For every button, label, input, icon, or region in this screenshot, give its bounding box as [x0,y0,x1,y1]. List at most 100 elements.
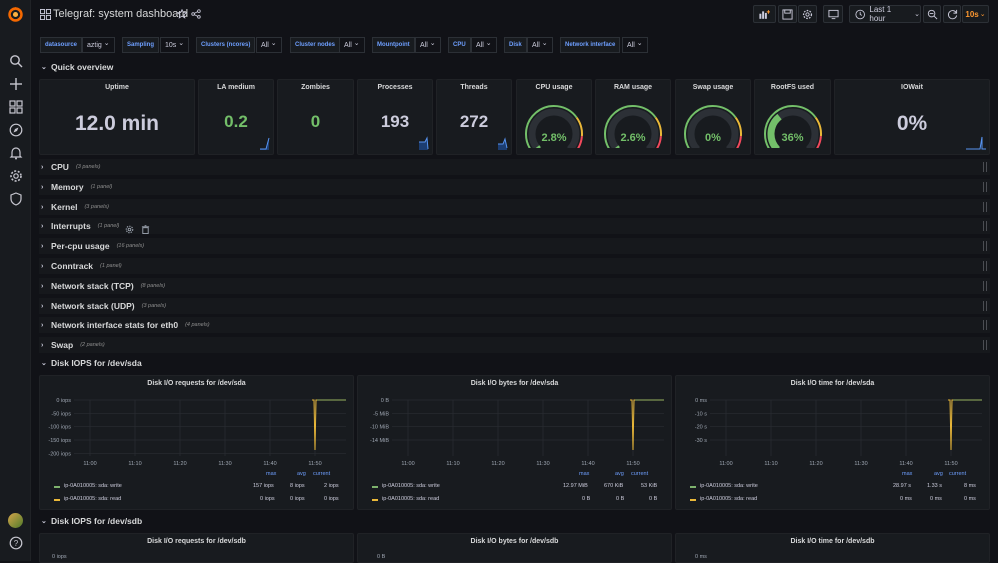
search-icon[interactable] [6,51,25,70]
configuration-gear-icon[interactable] [6,166,25,185]
legend-series-name[interactable]: ip-0A010005: sda: write [700,483,758,489]
graph-panel-sda-time[interactable]: Disk I/O time for /dev/sda 0 ms-10 s-20 … [675,375,990,510]
row-drag-handle[interactable] [983,340,988,350]
plus-icon[interactable] [6,74,25,93]
row-drag-handle[interactable] [983,261,988,271]
row-drag-handle[interactable] [983,162,988,172]
legend-series-name[interactable]: ip-0A010005: sda: read [64,496,121,502]
gauge-panel-swap-usage[interactable]: Swap usage 0% [675,79,751,155]
x-tick-label: 11:30 [854,461,867,467]
var-select-sampling[interactable]: 10s [160,37,189,53]
save-icon [782,9,793,20]
row-collapsed[interactable]: ›Interrupts(1 panel) [41,219,119,233]
var-select-mountpoint[interactable]: All [415,37,441,53]
row-disk-iops-sdb[interactable]: ⌄Disk IOPS for /dev/sdb [41,514,142,528]
row-drag-handle[interactable] [983,320,988,330]
row-delete-trash-icon[interactable] [141,221,150,230]
legend-series-name[interactable]: ip-0A010005: sda: write [64,483,122,489]
refresh-interval-picker[interactable]: 10s⌄ [962,5,989,23]
stat-panel-zombies[interactable]: Zombies 0 [277,79,354,155]
stat-panel-threads[interactable]: Threads 272 [436,79,512,155]
row-drag-handle[interactable] [983,221,988,231]
dashboards-icon[interactable] [6,97,25,116]
row-quick-overview[interactable]: ⌄Quick overview [41,60,113,74]
stat-panel-processes[interactable]: Processes 193 [357,79,433,155]
panel-title: RAM usage [596,84,670,91]
row-disk-iops-sda[interactable]: ⌄Disk IOPS for /dev/sda [41,356,142,370]
help-icon[interactable]: ? [6,533,25,552]
stat-panel-iowait[interactable]: IOWait 0% [834,79,990,155]
collapsed-row-bg [39,278,990,294]
legend-header-current[interactable]: current [631,471,648,477]
legend-header-current[interactable]: current [313,471,330,477]
gauge-panel-rootfs-used[interactable]: RootFS used 36% [754,79,831,155]
zoom-out-button[interactable] [923,5,941,23]
dashboard-title[interactable]: Telegraf: system dashboard [53,8,188,20]
share-icon[interactable] [191,9,201,19]
var-select-clusters[interactable]: All [256,37,282,53]
graph-panel-sda-requests[interactable]: Disk I/O requests for /dev/sda 0 iops-50… [39,375,354,510]
refresh-button[interactable] [943,5,961,23]
row-settings-gear-icon[interactable] [125,221,134,230]
row-collapsed[interactable]: ›Per-cpu usage(16 panels) [41,239,144,253]
row-collapsed[interactable]: ›Network stack (TCP)(8 panels) [41,279,165,293]
graph-panel-sda-bytes[interactable]: Disk I/O bytes for /dev/sda 0 B-5 MiB-10… [357,375,672,510]
row-drag-handle[interactable] [983,182,988,192]
stat-value: 193 [358,112,432,132]
grafana-logo-icon[interactable] [6,5,25,24]
alerting-bell-icon[interactable] [6,143,25,162]
row-collapsed[interactable]: ›Conntrack(1 panel) [41,259,122,273]
star-icon[interactable] [177,9,187,19]
add-panel-button[interactable] [753,5,776,23]
legend-header-current[interactable]: current [949,471,966,477]
stat-panel-la-medium[interactable]: LA medium 0.2 [198,79,274,155]
stat-panel-uptime[interactable]: Uptime 12.0 min [39,79,195,155]
row-panel-count: (3 panels) [142,303,166,309]
legend-header-avg[interactable]: avg [934,471,943,477]
var-select-network-interface[interactable]: All [622,37,648,53]
row-drag-handle[interactable] [983,241,988,251]
legend-header-max[interactable]: max [902,471,912,477]
graph-panel-sdb-requests[interactable]: Disk I/O requests for /dev/sdb 0 iops [39,533,354,563]
row-drag-handle[interactable] [983,301,988,311]
legend-series-name[interactable]: ip-0A010005: sda: read [700,496,757,502]
server-admin-shield-icon[interactable] [6,189,25,208]
row-collapsed[interactable]: ›Swap(2 panels) [41,338,105,352]
gauge-panel-cpu-usage[interactable]: CPU usage 2.8% [516,79,592,155]
legend-series-name[interactable]: ip-0A010005: sda: read [382,496,439,502]
legend-header-avg[interactable]: avg [615,471,624,477]
row-collapsed[interactable]: ›Network interface stats for eth0(4 pane… [41,318,210,332]
dashboard-settings-button[interactable] [798,5,817,23]
var-select-cpu[interactable]: All [471,37,497,53]
stat-value: 0.2 [199,112,273,132]
gauge-panel-ram-usage[interactable]: RAM usage 2.6% [595,79,671,155]
legend-header-max[interactable]: max [266,471,276,477]
explore-compass-icon[interactable] [6,120,25,139]
collapsed-row-bg [39,159,990,175]
var-select-cluster-nodes[interactable]: All [339,37,365,53]
row-drag-handle[interactable] [983,202,988,212]
time-range-picker[interactable]: Last 1 hour ⌄ [849,5,921,23]
collapsed-row-bg [39,298,990,314]
graph-area: 0 iops-50 iops-100 iops-150 iops-200 iop… [40,392,353,472]
var-select-datasource[interactable]: aztig [82,37,115,53]
row-collapsed[interactable]: ›CPU(3 panels) [41,160,100,174]
graph-panel-sdb-bytes[interactable]: Disk I/O bytes for /dev/sdb 0 B [357,533,672,563]
tv-mode-button[interactable] [823,5,843,23]
refresh-icon [947,9,958,20]
user-avatar[interactable] [8,513,23,528]
legend-header-max[interactable]: max [579,471,589,477]
legend-header-avg[interactable]: avg [297,471,306,477]
var-select-disk[interactable]: All [527,37,553,53]
row-panel-count: (16 panels) [117,243,145,249]
row-collapsed[interactable]: ›Network stack (UDP)(3 panels) [41,299,166,313]
var-label-sampling: Sampling [122,37,159,53]
save-dashboard-button[interactable] [778,5,797,23]
row-drag-handle[interactable] [983,281,988,291]
x-tick-label: 11:30 [218,461,231,467]
row-collapsed[interactable]: ›Kernel(3 panels) [41,200,109,214]
legend-series-name[interactable]: ip-0A010005: sda: write [382,483,440,489]
row-collapsed[interactable]: ›Memory(1 panel) [41,180,112,194]
graph-panel-sdb-time[interactable]: Disk I/O time for /dev/sdb 0 ms [675,533,990,563]
